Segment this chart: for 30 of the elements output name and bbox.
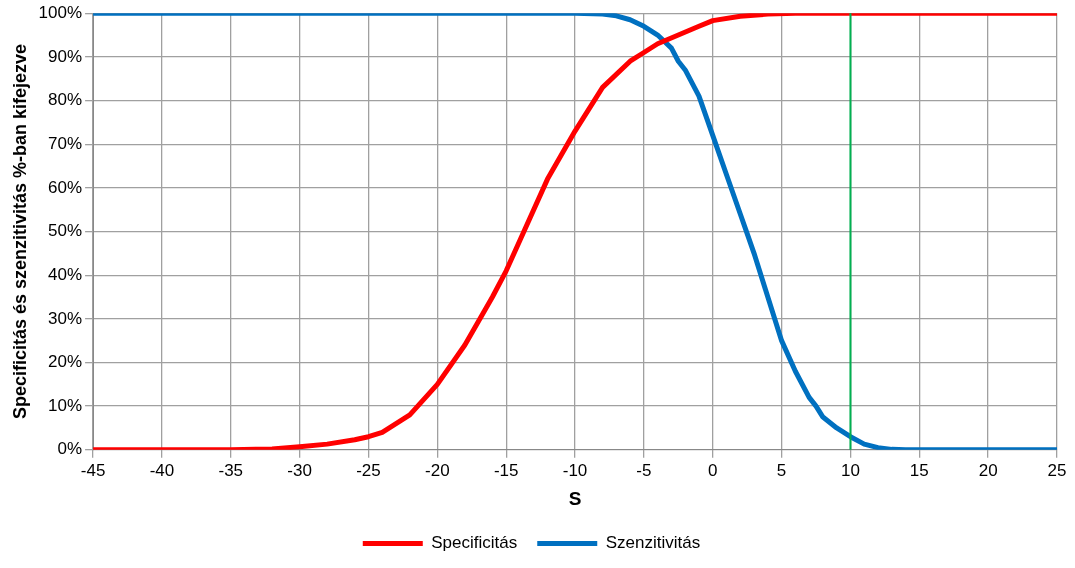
x-tick-label: -35 xyxy=(218,460,244,480)
y-tick-label: 90% xyxy=(48,46,83,66)
legend-label: Szenzitivitás xyxy=(605,533,701,553)
y-tick-label: 100% xyxy=(38,2,83,22)
x-tick-label: 25 xyxy=(1047,460,1067,480)
x-tick-label: -40 xyxy=(149,460,175,480)
y-tick-label: 40% xyxy=(48,264,83,284)
x-tick-label: -25 xyxy=(356,460,381,480)
x-tick-label: -5 xyxy=(636,460,652,480)
y-tick-label: 50% xyxy=(48,221,83,241)
y-tick-label: 80% xyxy=(48,90,83,110)
x-axis-title: S xyxy=(568,487,582,509)
x-tick-label: -15 xyxy=(493,460,519,480)
x-tick-label: 5 xyxy=(776,460,787,480)
legend-label: Specificitás xyxy=(431,533,518,553)
x-tick-label: -10 xyxy=(562,460,588,480)
x-tick-label: -20 xyxy=(425,460,450,480)
y-tick-label: 0% xyxy=(57,439,83,459)
y-tick-label: 60% xyxy=(48,177,83,197)
x-tick-label: -45 xyxy=(80,460,106,480)
x-tick-label: 10 xyxy=(840,460,860,480)
y-tick-label: 20% xyxy=(48,352,83,372)
x-tick-label: 20 xyxy=(978,460,998,480)
x-tick-label: -30 xyxy=(287,460,312,480)
x-tick-label: 15 xyxy=(909,460,929,480)
y-tick-label: 70% xyxy=(48,133,83,153)
y-tick-label: 30% xyxy=(48,308,83,328)
y-tick-label: 10% xyxy=(48,395,83,415)
y-axis-title: Specificitás és szenzitivitás %-ban kifejezve xyxy=(9,43,30,420)
x-tick-label: 0 xyxy=(708,460,718,480)
